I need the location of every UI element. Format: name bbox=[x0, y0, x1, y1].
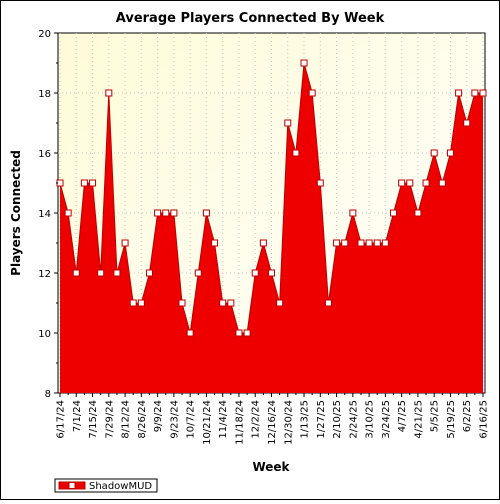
chart-title: Average Players Connected By Week bbox=[116, 11, 385, 26]
x-tick-label: 5/19/25 bbox=[446, 400, 457, 439]
data-point bbox=[308, 89, 316, 97]
series-markers bbox=[56, 59, 487, 337]
data-point bbox=[438, 179, 446, 187]
data-point bbox=[446, 149, 454, 157]
data-point bbox=[268, 269, 275, 277]
data-point bbox=[390, 209, 398, 217]
data-point bbox=[80, 179, 88, 187]
data-point bbox=[316, 179, 324, 187]
data-point bbox=[381, 239, 389, 247]
x-tick-label: 12/2/24 bbox=[251, 400, 262, 439]
y-tick-label: 8 bbox=[45, 389, 51, 400]
y-tick-label: 10 bbox=[38, 329, 51, 340]
data-point bbox=[170, 209, 178, 217]
y-axis-label: Players Connected bbox=[9, 150, 23, 276]
x-tick-label: 12/16/24 bbox=[267, 400, 278, 445]
data-point bbox=[341, 239, 349, 247]
data-point bbox=[72, 269, 80, 277]
area-fill-0 bbox=[60, 63, 483, 393]
data-point bbox=[292, 149, 300, 157]
data-point bbox=[227, 299, 235, 307]
x-tick-label: 9/23/24 bbox=[169, 400, 180, 439]
y-tick-label: 18 bbox=[38, 89, 51, 100]
x-tick-label: 8/26/24 bbox=[137, 400, 148, 439]
x-tick-label: 3/10/25 bbox=[365, 400, 376, 439]
data-point bbox=[406, 179, 414, 187]
data-point bbox=[137, 299, 145, 307]
data-point bbox=[194, 269, 202, 277]
data-point bbox=[479, 89, 487, 97]
x-tick-label: 11/4/24 bbox=[218, 400, 229, 439]
legend-label: ShadowMUD bbox=[89, 481, 152, 492]
data-point bbox=[97, 269, 105, 277]
x-tick-label: 2/10/25 bbox=[332, 400, 343, 439]
data-point bbox=[422, 179, 430, 187]
data-point bbox=[121, 239, 129, 247]
data-point bbox=[178, 299, 186, 307]
data-point bbox=[471, 89, 479, 97]
x-tick-label: 7/1/24 bbox=[72, 400, 83, 432]
x-tick-label: 4/21/25 bbox=[413, 400, 424, 439]
data-point bbox=[373, 239, 381, 247]
data-point bbox=[113, 269, 121, 277]
x-tick-label: 6/16/25 bbox=[479, 400, 490, 439]
x-tick-label: 1/27/25 bbox=[316, 400, 327, 439]
data-point bbox=[64, 209, 72, 217]
data-point bbox=[414, 209, 422, 217]
data-point bbox=[365, 239, 373, 247]
x-tick-label: 8/12/24 bbox=[121, 400, 132, 439]
x-tick-label: 7/29/24 bbox=[104, 400, 115, 439]
y-axis: 8 10 12 14 16 18 20 bbox=[38, 29, 58, 400]
x-tick-label: 11/18/24 bbox=[234, 400, 245, 445]
x-tick-label: 6/17/24 bbox=[56, 400, 67, 439]
data-point bbox=[129, 299, 137, 307]
y-tick-label: 20 bbox=[38, 29, 51, 40]
legend-marker bbox=[68, 482, 76, 489]
x-tick-label: 7/15/24 bbox=[88, 400, 99, 439]
x-tick-label: 12/30/24 bbox=[283, 400, 294, 445]
data-point bbox=[235, 329, 243, 337]
data-point bbox=[398, 179, 406, 187]
y-tick-label: 14 bbox=[38, 209, 51, 220]
x-axis: 6/17/24 7/1/24 7/15/24 7/29/24 8/12/24 8/26/2… bbox=[56, 393, 490, 445]
data-point bbox=[145, 269, 153, 277]
data-point bbox=[455, 89, 463, 97]
data-point bbox=[333, 239, 341, 247]
x-tick-label: 4/7/25 bbox=[397, 400, 408, 432]
x-tick-label: 9/9/24 bbox=[153, 400, 164, 432]
data-point bbox=[162, 209, 170, 217]
x-tick-label: 2/24/25 bbox=[348, 400, 359, 439]
x-tick-label: 5/5/25 bbox=[430, 400, 441, 432]
data-point bbox=[300, 59, 308, 67]
data-point bbox=[251, 269, 259, 277]
data-point bbox=[105, 89, 113, 97]
data-point bbox=[243, 329, 251, 337]
data-point bbox=[284, 119, 292, 127]
x-tick-label: 10/21/24 bbox=[202, 400, 213, 445]
legend: ShadowMUD bbox=[54, 478, 158, 493]
data-point bbox=[202, 209, 210, 217]
data-point bbox=[357, 239, 365, 247]
data-point bbox=[211, 239, 219, 247]
data-point bbox=[463, 119, 471, 127]
data-point bbox=[89, 179, 97, 187]
x-tick-label: 6/2/25 bbox=[462, 400, 473, 432]
data-point bbox=[430, 149, 438, 157]
data-point bbox=[219, 299, 227, 307]
x-tick-label: 3/24/25 bbox=[381, 400, 392, 439]
x-tick-label: 10/7/24 bbox=[186, 400, 197, 439]
y-tick-label: 12 bbox=[38, 269, 51, 280]
y-tick-label: 16 bbox=[38, 149, 51, 160]
data-point bbox=[259, 239, 267, 247]
data-point bbox=[349, 209, 357, 217]
data-point bbox=[154, 209, 162, 217]
data-point bbox=[186, 329, 194, 337]
x-tick-label: 1/13/25 bbox=[300, 400, 311, 439]
data-point bbox=[276, 299, 284, 307]
x-axis-label: Week bbox=[252, 460, 290, 474]
data-point bbox=[324, 299, 332, 307]
